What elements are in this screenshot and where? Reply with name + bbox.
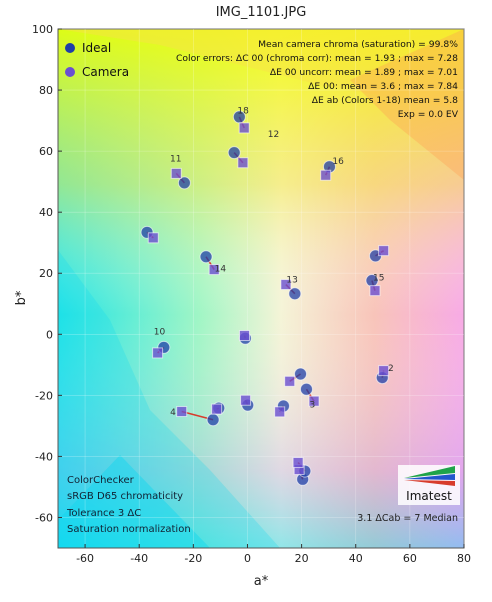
camera-point	[292, 457, 304, 469]
info-box: ColorChecker sRGB D65 chromaticity Toler…	[66, 475, 191, 535]
imatest-wordmark: Imatest	[406, 489, 452, 503]
y-tick-label: -60	[35, 511, 53, 524]
x-tick-label: 40	[349, 552, 363, 565]
stats-line-6: Exp = 0.0 EV	[398, 109, 459, 120]
legend-marker-camera	[65, 67, 75, 77]
camera-point	[152, 347, 164, 359]
patch-number-label: 13	[286, 275, 297, 285]
camera-point	[208, 264, 220, 276]
stats-line-3: ΔE 00 uncorr: mean = 1.89 ; max = 7.01	[270, 67, 458, 78]
legend: Ideal Camera	[65, 41, 129, 79]
ideal-point	[177, 176, 191, 190]
grid-layer	[58, 28, 465, 548]
y-axis-label: b*	[14, 290, 29, 305]
camera-point	[284, 375, 296, 387]
camera-point	[211, 403, 223, 415]
ideal-point	[288, 287, 302, 301]
plot-background	[58, 29, 464, 548]
x-tick-label: -20	[184, 552, 202, 565]
patch-number-label: 14	[215, 265, 227, 275]
camera-point	[176, 406, 188, 418]
x-tick-label: 60	[403, 552, 417, 565]
axes-layer: -60 -40 -20 0 20 40 60 80 -60 -40 -20 0 20 40 60 80 100	[32, 23, 471, 565]
stats-line-4: ΔE 00: mean = 3.6 ; max = 7.84	[308, 81, 458, 92]
info-line-3: Tolerance 3 ΔC	[66, 508, 141, 519]
y-tick-label: 20	[39, 267, 53, 280]
y-tick-label: 60	[39, 145, 53, 158]
y-tick-label: -40	[35, 450, 53, 463]
chart-title: IMG_1101.JPG	[216, 5, 307, 20]
patch-number-label: 10	[154, 327, 166, 337]
x-tick-label: -60	[76, 552, 94, 565]
camera-point	[274, 406, 286, 418]
camera-point	[308, 395, 320, 407]
stats-box: Mean camera chroma (saturation) = 99.8% …	[176, 39, 459, 120]
x-tick-label: 20	[295, 552, 309, 565]
x-axis-label: a*	[254, 574, 269, 589]
camera-point	[147, 232, 159, 244]
patch-number-label: 12	[268, 130, 279, 140]
patch-number-label: 18	[237, 107, 249, 117]
camera-point	[378, 365, 390, 377]
info-line-2: sRGB D65 chromaticity	[67, 491, 183, 502]
info-line-1: ColorChecker	[67, 475, 135, 486]
patch-number-label: 4	[170, 408, 176, 418]
camera-point	[238, 330, 250, 342]
y-tick-label: 100	[32, 23, 53, 36]
x-tick-label: 0	[244, 552, 251, 565]
ideal-point	[294, 367, 308, 381]
y-tick-label: 40	[39, 206, 53, 219]
camera-point	[320, 169, 332, 181]
patch-number-label: 2	[388, 364, 394, 374]
ideal-point	[199, 250, 213, 264]
camera-point	[378, 245, 390, 257]
stats-line-5: ΔE ab (Colors 1-18) mean = 5.8	[312, 95, 458, 106]
camera-point	[280, 279, 292, 291]
plot-frame	[57, 28, 465, 549]
patch-number-label: 15	[373, 274, 384, 284]
patch-number-label: 11	[170, 154, 181, 164]
stats-line-1: Mean camera chroma (saturation) = 99.8%	[258, 39, 458, 50]
camera-point	[237, 157, 249, 169]
imatest-logo: Imatest	[398, 465, 460, 505]
chart-footnote: 3.1 ΔCab = 7 Median	[357, 513, 458, 524]
ideal-point	[227, 146, 241, 160]
stats-line-2: Color errors: ΔC 00 (chroma corr): mean …	[176, 53, 458, 64]
x-tick-label: 80	[457, 552, 471, 565]
x-tick-label: -40	[130, 552, 148, 565]
ideal-point	[206, 413, 220, 427]
camera-point	[170, 167, 182, 179]
legend-label-ideal: Ideal	[82, 41, 111, 55]
camera-point	[238, 122, 250, 134]
patch-number-label: 16	[332, 157, 344, 167]
ideal-point	[299, 382, 313, 396]
series-layer: 18 12 11 16 14 13 15 2 3 10 4	[140, 107, 394, 486]
y-tick-label: 80	[39, 84, 53, 97]
legend-marker-ideal	[65, 43, 75, 53]
patch-number-label: 3	[310, 401, 316, 411]
y-tick-label: -20	[35, 389, 53, 402]
camera-point	[369, 285, 381, 297]
legend-label-camera: Camera	[82, 65, 129, 79]
y-tick-label: 0	[46, 328, 53, 341]
camera-point	[240, 394, 252, 406]
info-line-4: Saturation normalization	[67, 524, 191, 535]
